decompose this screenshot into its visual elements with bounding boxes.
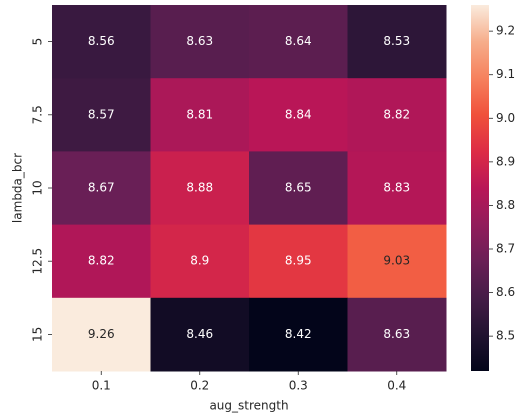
- heatmap-cell: [249, 151, 348, 226]
- heatmap-cell: [347, 297, 447, 372]
- cell-label: 8.42: [285, 327, 312, 341]
- cell-label: 8.9: [190, 254, 209, 268]
- heatmap-cell: [249, 5, 348, 79]
- cell-label: 8.82: [88, 254, 115, 268]
- y-tick-label: 7.5: [31, 105, 45, 124]
- cell-label: 8.95: [285, 254, 312, 268]
- cell-label: 8.82: [383, 107, 410, 121]
- cell-label: 9.26: [88, 327, 115, 341]
- cell-label: 8.67: [88, 181, 115, 195]
- y-tick-label: 5: [31, 38, 45, 46]
- x-tick-label: 0.3: [289, 379, 308, 393]
- y-tick-label: 10: [31, 180, 45, 195]
- heatmap-cell: [347, 78, 447, 152]
- heatmap-cell: [347, 151, 447, 226]
- heatmap-cell: [150, 297, 250, 372]
- y-tick-label: 12.5: [31, 248, 45, 275]
- heatmap-cell: [249, 297, 348, 372]
- heatmap-cell: [249, 78, 348, 152]
- y-axis-label: lambda_bcr: [11, 153, 25, 223]
- cell-label: 8.83: [383, 181, 410, 195]
- cell-label: 8.63: [383, 327, 410, 341]
- colorbar-tick-label: 9.2: [496, 24, 515, 38]
- colorbar-tick-label: 8.6: [496, 285, 515, 299]
- colorbar-tick-label: 9.1: [496, 67, 515, 81]
- heatmap-cell: [249, 224, 348, 299]
- cell-label: 8.84: [285, 107, 312, 121]
- heatmap-cell: [52, 78, 151, 152]
- x-tick-label: 0.1: [92, 379, 111, 393]
- heatmap-cell: [347, 5, 447, 79]
- y-tick-label: 15: [31, 327, 45, 342]
- cell-label: 9.03: [383, 254, 410, 268]
- cell-label: 8.65: [285, 181, 312, 195]
- colorbar-tick-label: 8.8: [496, 198, 515, 212]
- heatmap-cell: [52, 224, 151, 299]
- heatmap-cell: [150, 5, 250, 79]
- heatmap-cell: [52, 5, 151, 79]
- cell-label: 8.53: [383, 34, 410, 48]
- heatmap-cell: [52, 151, 151, 226]
- cell-label: 8.46: [186, 327, 213, 341]
- heatmap-cell: [150, 224, 250, 299]
- heatmap-cell: [150, 151, 250, 226]
- cell-label: 8.64: [285, 34, 312, 48]
- x-axis-label: aug_strength: [209, 399, 288, 413]
- colorbar-tick-label: 8.9: [496, 154, 515, 168]
- heatmap-cell: [347, 224, 447, 299]
- colorbar-tick-label: 8.7: [496, 242, 515, 256]
- heatmap-cell: [52, 297, 151, 372]
- cell-label: 8.88: [186, 181, 213, 195]
- cell-label: 8.57: [88, 107, 115, 121]
- colorbar-tick-label: 8.5: [496, 329, 515, 343]
- cell-label: 8.81: [186, 107, 213, 121]
- x-tick-label: 0.2: [190, 379, 209, 393]
- colorbar: [471, 5, 489, 371]
- x-tick-label: 0.4: [387, 379, 406, 393]
- cell-label: 8.56: [88, 34, 115, 48]
- cell-label: 8.63: [186, 34, 213, 48]
- heatmap-cell: [150, 78, 250, 152]
- colorbar-tick-label: 9.0: [496, 111, 515, 125]
